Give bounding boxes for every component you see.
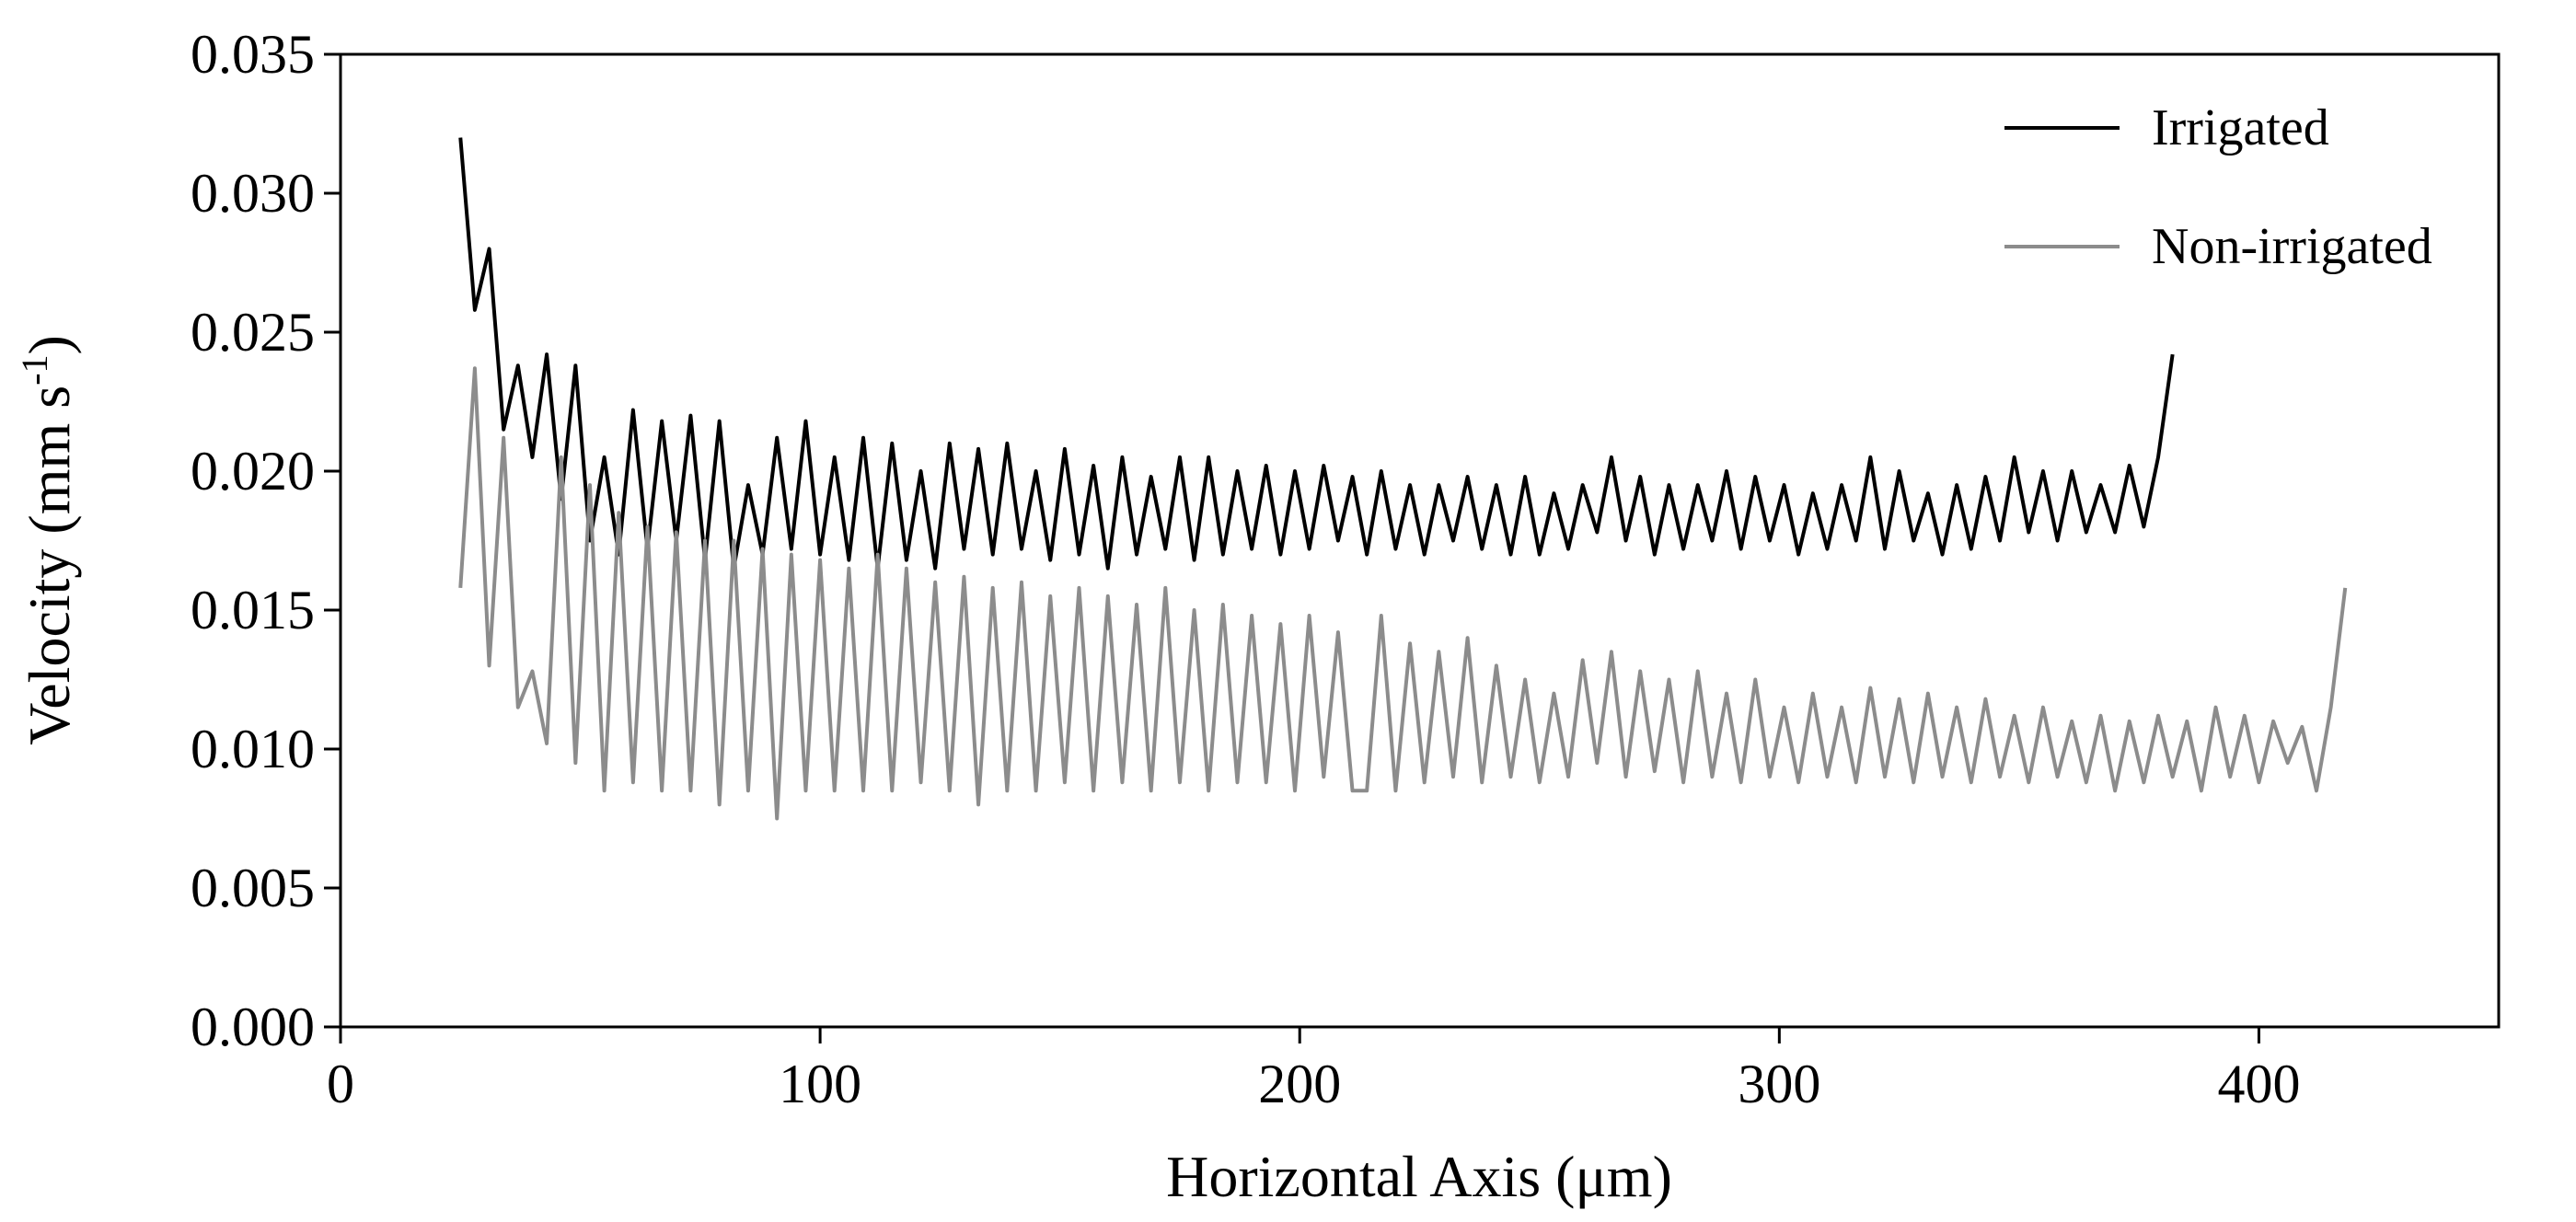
y-tick-label: 0.000 xyxy=(191,997,315,1057)
y-tick-label: 0.030 xyxy=(191,163,315,224)
x-tick-label: 200 xyxy=(1258,1054,1341,1114)
legend-label: Non-irrigated xyxy=(2152,218,2432,275)
x-tick-label: 400 xyxy=(2217,1054,2300,1114)
y-axis-label-end: ) xyxy=(17,335,82,354)
y-axis-label: Velocity (mm s-1) xyxy=(14,335,82,745)
y-tick-label: 0.020 xyxy=(191,441,315,501)
x-tick-label: 0 xyxy=(327,1054,354,1114)
y-axis-label-superscript: -1 xyxy=(14,354,55,385)
series-line xyxy=(458,366,2348,821)
legend-label: Irrigated xyxy=(2152,99,2329,156)
x-tick-label: 300 xyxy=(1738,1054,1820,1114)
y-tick-label: 0.035 xyxy=(191,24,315,85)
plot-frame xyxy=(339,52,2501,1029)
x-axis-label: Horizontal Axis (μm) xyxy=(1166,1144,1672,1209)
x-tick-label: 100 xyxy=(779,1054,861,1114)
y-tick-label: 0.010 xyxy=(191,719,315,779)
y-axis-label-text: Velocity (mm s xyxy=(17,386,82,745)
y-tick-label: 0.025 xyxy=(191,302,315,363)
series-line xyxy=(458,137,2175,571)
y-tick-label: 0.015 xyxy=(191,580,315,640)
y-tick-label: 0.005 xyxy=(191,858,315,918)
